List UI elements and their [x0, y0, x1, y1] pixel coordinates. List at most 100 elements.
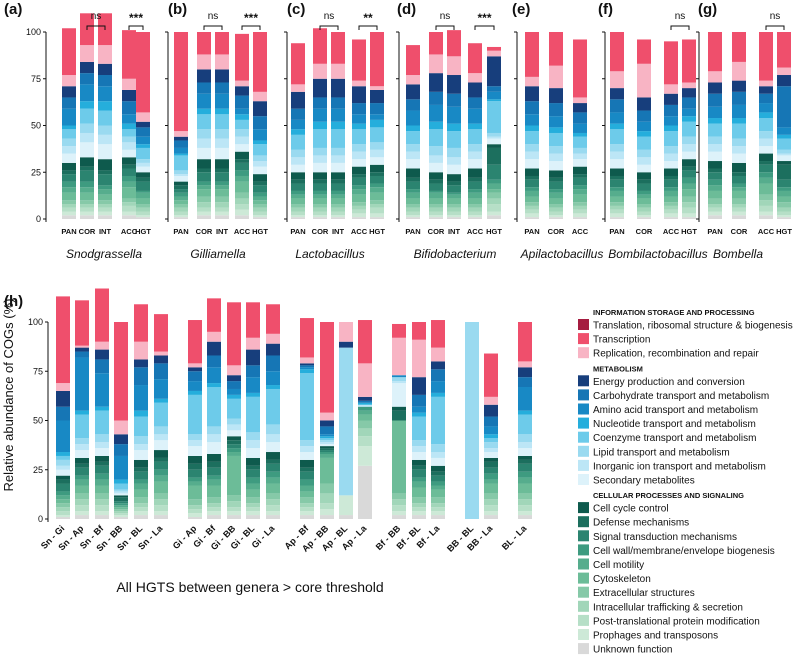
panel-h-bar-gi-bl-energy-production-and-conversion	[246, 349, 260, 366]
panel-h-bar-sn-bf-lipid-transport-and-metabolism	[95, 434, 109, 443]
panel-h-bar-sn-la-intracellular-trafficking-secretion	[154, 499, 168, 506]
panel-h-bar-sn-la-post-translational-protein-modification	[154, 505, 168, 512]
panel-c-bar-hgt-cell-cycle-control	[370, 164, 384, 173]
panel-g-bar-pan-signal-transduction-mechanisms	[708, 172, 722, 180]
panel-f-bar-acc-coenzyme-transport-and-metabolism	[664, 131, 678, 147]
panel-h-bar-gi-la-replication-recombination-and-repair	[266, 333, 280, 344]
panel-b-category-label-acc: ACC	[234, 227, 251, 236]
panel-h-bar-gi-bf-defense-mechanisms	[207, 461, 221, 468]
panel-f-bar-acc-cell-cycle-control	[664, 168, 678, 176]
panel-h-bar-gi-bf-cell-cycle-control	[207, 453, 221, 462]
panel-a-bar-hgt-energy-production-and-conversion	[136, 121, 150, 128]
panel-e-bar-acc-inorganic-ion-transport-and-metabolism	[573, 153, 587, 160]
panel-b-bar-pan-cytoskeleton	[174, 200, 188, 205]
genus-title-a: Snodgrassella	[66, 247, 142, 261]
panel-e-bar-acc-extracellular-structures	[573, 202, 587, 206]
panel-h-bar-sn-bf-carbohydrate-transport-and-metabolism	[95, 359, 109, 374]
panel-d-bracket-cor-int	[435, 25, 455, 30]
panel-g-bar-cor-cell-cycle-control	[732, 162, 746, 173]
panel-h-bar-bf-la-cell-cycle-control	[431, 465, 445, 472]
panel-b-bar-acc-secondary-metabolites	[235, 144, 249, 152]
panel-h-bar-sn-gi-inorganic-ion-transport-and-metabolism	[56, 465, 70, 470]
panel-c-bracket-acc-hgt	[358, 25, 378, 30]
panel-c-bar-int-cell-cycle-control	[331, 172, 345, 180]
panel-b-bar-int-carbohydrate-transport-and-metabolism	[215, 82, 229, 94]
panel-e-bar-cor-defense-mechanisms	[549, 177, 563, 182]
panel-h-bar-gi-bb-energy-production-and-conversion	[227, 375, 241, 382]
panel-h-bar-bf-bb-inorganic-ion-transport-and-metabolism	[392, 381, 406, 384]
panel-a-significance-acc-hgt: ***	[129, 11, 143, 25]
panel-a-bar-hgt-inorganic-ion-transport-and-metabolism	[136, 162, 150, 167]
panel-h-bar-sn-bl-cytoskeleton	[134, 489, 148, 498]
panel-h-bar-gi-ap-intracellular-trafficking-secretion	[188, 505, 202, 510]
panel-h-bar-gi-ap-carbohydrate-transport-and-metabolism	[188, 371, 202, 382]
panel-h-bar-bf-bb-prophages-and-transposons	[392, 511, 406, 516]
panel-h-bar-gi-ap-lipid-transport-and-metabolism	[188, 434, 202, 441]
panel-b-bar-acc-cytoskeleton	[235, 181, 249, 193]
panel-b-bar-pan-amino-acid-transport-and-metabolism	[174, 147, 188, 154]
panel-b-bar-acc-amino-acid-transport-and-metabolism	[235, 108, 249, 115]
panel-d-bar-cor-lipid-transport-and-metabolism	[429, 146, 443, 156]
panel-h-bar-sn-bf-cell-motility	[95, 479, 109, 486]
panel-letter-d: (d)	[397, 1, 416, 18]
panel-d-bar-int-intracellular-trafficking-secretion	[447, 207, 461, 212]
panel-h-bar-sn-gi-unknown-function	[56, 517, 70, 519]
panel-f-bar-hgt-secondary-metabolites	[682, 151, 696, 160]
panel-h-bar-gi-bb-secondary-metabolites	[227, 430, 241, 437]
panel-b-significance-cor-int: ns	[208, 11, 219, 22]
panel-b-bar-cor-energy-production-and-conversion	[197, 69, 211, 83]
panel-h-bar-bl-la-cell-wall-membrane-envelope-biogenesis	[518, 471, 532, 478]
panel-d-bar-pan-cell-motility	[406, 192, 420, 199]
panel-h-bar-gi-bf-prophages-and-transposons	[207, 511, 221, 516]
panel-h-bar-gi-bb-coenzyme-transport-and-metabolism	[227, 398, 241, 419]
panel-b-bar-pan-inorganic-ion-transport-and-metabolism	[174, 174, 188, 176]
panel-e-bar-acc-cell-wall-membrane-envelope-biogenesis	[573, 185, 587, 190]
panel-h-bar-gi-bl-post-translational-protein-modification	[246, 507, 260, 512]
genus-title-c: Lactobacillus	[295, 247, 364, 261]
panel-g-bracket-acc-hgt	[765, 25, 785, 30]
panel-b-bar-cor-replication-recombination-and-repair	[197, 54, 211, 70]
legend-swatch-cell-wall-membrane-envelope-biogenesis	[578, 544, 589, 556]
panel-f-bar-pan-unknown-function	[610, 217, 624, 219]
panel-h-bar-bb-la-lipid-transport-and-metabolism	[484, 442, 498, 449]
panel-h-bar-sn-gi-defense-mechanisms	[56, 479, 70, 484]
panel-h-bar-bf-la-secondary-metabolites	[431, 457, 445, 466]
panel-h-bar-sn-la-unknown-function	[154, 515, 168, 519]
panel-g-bar-cor-replication-recombination-and-repair	[732, 61, 746, 81]
panel-h-bar-gi-bf-replication-recombination-and-repair	[207, 331, 221, 342]
panel-c-bar-hgt-carbohydrate-transport-and-metabolism	[370, 103, 384, 115]
panel-h-bar-sn-la-coenzyme-transport-and-metabolism	[154, 402, 168, 427]
panel-h-bar-sn-bf-nucleotide-transport-and-metabolism	[95, 406, 109, 411]
panel-c-bar-hgt-inorganic-ion-transport-and-metabolism	[370, 149, 384, 158]
panel-h-bar-ap-bf-signal-transduction-mechanisms	[300, 471, 314, 480]
panel-h-bar-sn-bf-post-translational-protein-modification	[95, 505, 109, 512]
panel-b-bar-pan-cell-motility	[174, 196, 188, 201]
panel-h-bar-gi-la-amino-acid-transport-and-metabolism	[266, 371, 280, 386]
panel-h-bar-gi-ap-defense-mechanisms	[188, 463, 202, 470]
panel-h-bar-sn-bb-intracellular-trafficking-secretion	[114, 511, 128, 514]
panel-h-bar-gi-bb-prophages-and-transposons	[227, 511, 241, 516]
panel-f-bar-hgt-energy-production-and-conversion	[682, 88, 696, 98]
panel-a-bar-int-cytoskeleton	[98, 194, 112, 201]
panel-g-bar-cor-unknown-function	[732, 215, 746, 219]
panel-c-bar-cor-cell-cycle-control	[313, 172, 327, 180]
panel-h-bar-bl-la-coenzyme-transport-and-metabolism	[518, 414, 532, 435]
panel-h-bar-sn-ap-carbohydrate-transport-and-metabolism	[75, 351, 89, 358]
panel-h-bar-gi-bf-signal-transduction-mechanisms	[207, 467, 221, 476]
panel-h-bar-bf-bl-cell-wall-membrane-envelope-biogenesis	[412, 477, 426, 482]
panel-h-bar-gi-bb-nucleotide-transport-and-metabolism	[227, 394, 241, 399]
panel-a-bar-pan-post-translational-protein-modification	[62, 207, 76, 212]
panel-h-bar-ap-bf-nucleotide-transport-and-metabolism	[300, 369, 314, 374]
panel-d-bar-cor-replication-recombination-and-repair	[429, 54, 443, 74]
panel-d-bar-pan-lipid-transport-and-metabolism	[406, 144, 420, 152]
panel-g-bar-cor-cytoskeleton	[732, 190, 746, 199]
panel-d-bar-int-cell-cycle-control	[447, 174, 461, 182]
panel-a-bar-hgt-cell-cycle-control	[136, 172, 150, 178]
panel-c-bar-pan-intracellular-trafficking-secretion	[291, 207, 305, 212]
panel-d-bar-int-inorganic-ion-transport-and-metabolism	[447, 157, 461, 165]
genus-title-e: Apilactobacillus	[520, 247, 604, 261]
panel-e-bar-pan-post-translational-protein-modification	[525, 209, 539, 214]
panel-e-bar-pan-unknown-function	[525, 217, 539, 219]
panel-g-bar-hgt-unknown-function	[777, 217, 791, 219]
panel-g-bar-acc-extracellular-structures	[759, 194, 773, 201]
